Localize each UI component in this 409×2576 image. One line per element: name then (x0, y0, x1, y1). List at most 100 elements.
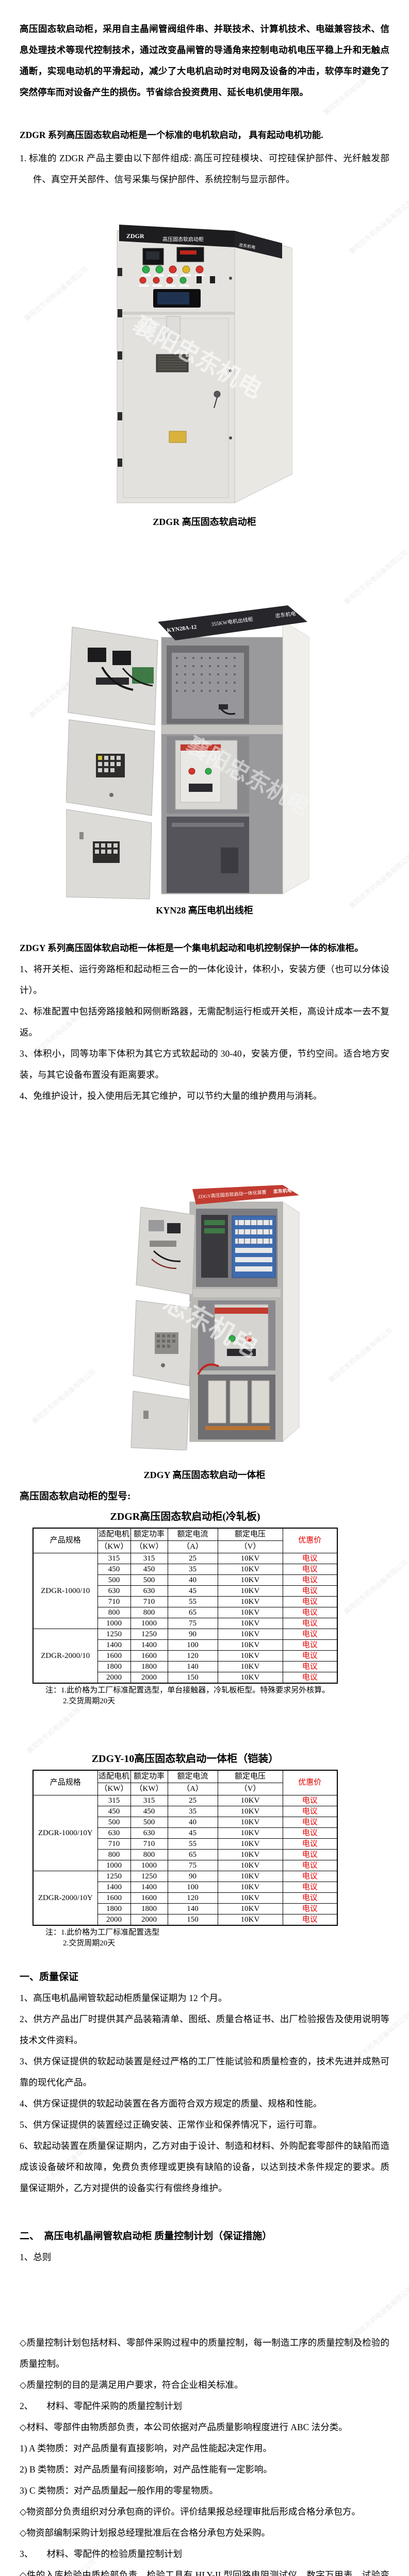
zdgy-item: 1、将开关柜、运行旁路柜和起动柜三合一的一体化设计，体积小，安装方便（也可以分体… (20, 964, 389, 995)
value-cell: 10KV (217, 1882, 283, 1893)
value-cell: 1400 (130, 1639, 168, 1651)
header-unit: （A） (167, 1540, 218, 1553)
quality-item: 3、 材料、零配件的检验质量控制计划 (20, 2549, 182, 2559)
table-row: 2000 2000 150 10KV 电议 (33, 1914, 338, 1926)
open-door-top (136, 1207, 195, 1295)
table-row: 1800 1800 140 10KV 电议 (33, 1903, 338, 1914)
price-cell: 电议 (282, 1629, 338, 1640)
header-col: 额定电流 (167, 1770, 218, 1783)
table-row: 710 710 55 10KV 电议 (33, 1596, 338, 1607)
photo2-caption: KYN28 高压电机出线柜 (156, 905, 253, 916)
value-cell: 2000 (97, 1672, 131, 1684)
value-cell: 1250 (97, 1629, 131, 1640)
cabinet-banner-side (235, 231, 282, 259)
value-cell: 10KV (217, 1838, 283, 1850)
value-cell: 1400 (130, 1882, 168, 1893)
value-cell: 150 (167, 1914, 218, 1926)
models-heading-block: 高压固态软启动柜的型号: (20, 1486, 389, 1507)
value-cell: 450 (97, 1806, 131, 1817)
door-divider (117, 312, 235, 315)
watermark-text: 襄阳忠东机电设备有限公司 (342, 1558, 409, 1616)
value-cell: 10KV (217, 1806, 283, 1817)
quality-section-2-body: ◇质量控制计划包括材料、零部件采购过程中的质量控制，每一制造工序的质量控制及检验… (20, 2332, 389, 2576)
table-row: 1600 1600 120 10KV 电议 (33, 1650, 338, 1662)
led-digits (180, 250, 197, 255)
model-cell: ZDGR-1000/10Y (32, 1795, 98, 1871)
price-cell: 电议 (282, 1564, 338, 1575)
value-cell: 55 (167, 1596, 218, 1607)
value-cell: 40 (167, 1817, 218, 1828)
value-cell: 1800 (130, 1661, 168, 1672)
zdgy-section: ZDGY 系列高压固体软启动柜一体柜是一个集电机起动和电机控制保护一体的标准柜。… (20, 938, 389, 1107)
table2-block: ZDGY-10高压固态软启动一体柜（铠装） 产品规格 适配电机 额定功率 额定电流 额定… (32, 1752, 342, 1949)
zdgy-heading: ZDGY 系列高压固体软启动柜一体柜是一个集电机起动和电机控制保护一体的标准柜。 (20, 943, 364, 953)
table1-block: ZDGR高压固态软启动柜(冷轧板) 产品规格 适配电机 额定功率 额定电流 额定电压 优惠… (32, 1510, 342, 1707)
terminal-marks (238, 1220, 270, 1244)
zdgr-heading: ZDGR 系列高压固态软启动柜是一个标准的电机软启动， 具有起动电机功能. (20, 130, 323, 140)
price-cell: 电议 (282, 1661, 338, 1672)
open-door-bottom (66, 809, 152, 900)
spec-table: 产品规格 适配电机 额定功率 额定电流 额定电压 优惠价 （KW） （KW） （A） （V） ZDG… (32, 1770, 338, 1926)
header-unit: （KW） (130, 1540, 168, 1553)
header-unit: （V） (217, 1540, 283, 1553)
header-price: 优惠价 (282, 1528, 338, 1553)
header-col: 适配电机 (97, 1528, 131, 1541)
value-cell: 10KV (217, 1618, 283, 1629)
copper-busbar (205, 1426, 270, 1430)
price-cell: 电议 (282, 1817, 338, 1828)
value-cell: 35 (167, 1806, 218, 1817)
table-note: 注：1.此价格为工厂标准配置选型，单台接触器，冷轧板柜型。特殊要求另外核算。 (45, 1686, 330, 1694)
value-cell: 90 (167, 1629, 218, 1640)
zdgy-cabinet-illustration: ZDGY高压固态软启动一体化装置 忠东机电 (130, 1185, 300, 1451)
banner-brand-text: 忠东机电 (273, 1188, 292, 1194)
value-cell: 1000 (97, 1618, 131, 1629)
breaker-indicator (189, 784, 212, 792)
quality-item: 2、供方产品出厂时提供其产品装箱清单、图纸、质量合格证书、出厂检验报告及使用说明… (20, 2014, 389, 2045)
banner-brand-text: 忠东机电 (239, 242, 256, 250)
price-cell: 电议 (282, 1806, 338, 1817)
quality-item: ◇材料、零部件由物质部负责，本公司依据对产品质量影响程度进行 ABC 法分类。 (20, 2422, 348, 2432)
value-cell: 10KV (217, 1817, 283, 1828)
watermark-text: 襄阳忠东机电设备有限公司 (342, 548, 409, 606)
value-cell: 10KV (217, 1672, 283, 1684)
price-cell: 电议 (282, 1838, 338, 1850)
table-row: ZDGR-2000/10 1250 1250 90 10KV 电议 (32, 1629, 338, 1684)
model-cell: ZDGR-2000/10Y (32, 1871, 98, 1926)
value-cell: 1600 (130, 1650, 168, 1662)
relay-screen (146, 251, 159, 260)
value-cell: 140 (167, 1661, 218, 1672)
value-cell: 120 (167, 1892, 218, 1904)
photo1-caption: ZDGR 高压固态软启动柜 (153, 517, 256, 527)
vent-grille (156, 354, 189, 372)
table-row: 1600 1600 120 10KV 电议 (33, 1892, 338, 1904)
header-unit: （A） (167, 1783, 218, 1795)
header-col: 额定电压 (217, 1770, 283, 1783)
table-row: ZDGR-2000/10Y 1250 1250 90 10KV 电议 (32, 1871, 338, 1926)
breaker-on-button (228, 1335, 236, 1342)
value-cell: 10KV (217, 1795, 283, 1806)
table-row: 1800 1800 140 10KV 电议 (33, 1661, 338, 1672)
table-row: 2000 2000 150 10KV 电议 (33, 1672, 338, 1684)
table2-title: ZDGY-10高压固态软启动一体柜（铠装） (91, 1753, 279, 1765)
value-cell: 1250 (130, 1871, 168, 1882)
value-cell: 120 (167, 1650, 218, 1662)
value-cell: 630 (97, 1827, 131, 1839)
price-cell: 电议 (282, 1860, 338, 1871)
value-cell: 10KV (217, 1574, 283, 1586)
value-cell: 10KV (217, 1849, 283, 1860)
button-row-1 (140, 265, 205, 277)
header-col: 额定功率 (130, 1528, 168, 1541)
table1-container: 产品规格 适配电机 额定功率 额定电流 额定电压 优惠价 （KW） （KW） （A） （V） ZDG… (32, 1528, 342, 1684)
quality-item: ◇件的入库检验由质检部负责，检验工具有 HLY-II 型回路电阻测试仪、数字万用… (20, 2570, 389, 2576)
header-unit: （KW） (97, 1783, 131, 1795)
cabinet-banner (119, 225, 235, 247)
table-row: 500 500 40 10KV 电议 (33, 1574, 338, 1586)
table-row: ZDGR-1000/10 315 315 25 10KV 电议 (32, 1553, 338, 1629)
value-cell: 1250 (97, 1871, 131, 1882)
value-cell: 25 (167, 1795, 218, 1806)
value-cell: 35 (167, 1564, 218, 1575)
header-col: 额定功率 (130, 1770, 168, 1783)
value-cell: 800 (130, 1849, 168, 1860)
value-cell: 1250 (130, 1629, 168, 1640)
